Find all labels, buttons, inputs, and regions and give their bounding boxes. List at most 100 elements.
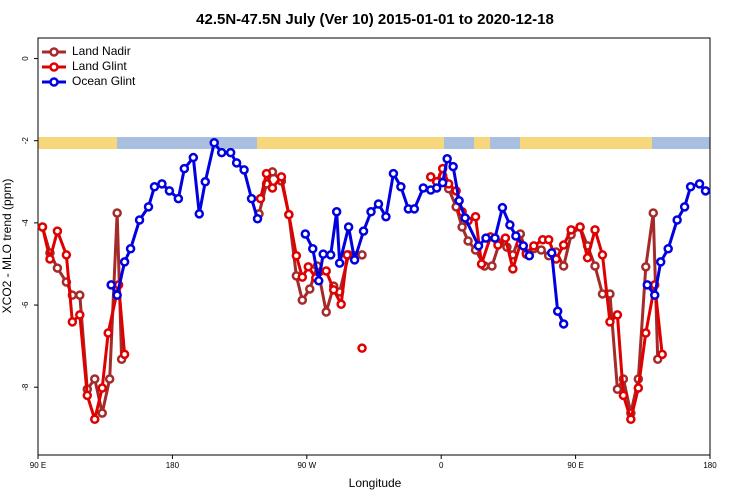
point — [552, 306, 563, 316]
point — [261, 168, 272, 179]
point — [52, 263, 63, 273]
point — [119, 349, 130, 360]
point — [536, 245, 547, 255]
point — [164, 186, 175, 196]
point — [418, 183, 429, 193]
point — [497, 202, 508, 213]
point — [437, 177, 448, 188]
point — [75, 310, 85, 320]
point — [255, 193, 266, 204]
point — [89, 374, 100, 384]
x-tick-label: 180 — [166, 461, 180, 470]
point — [357, 343, 367, 353]
point — [463, 236, 473, 246]
point — [626, 414, 636, 425]
point — [349, 255, 360, 265]
point — [75, 290, 85, 300]
point — [566, 225, 576, 235]
point — [216, 147, 227, 158]
point — [134, 215, 145, 225]
chart-title: 42.5N-47.5N July (Ver 10) 2015-01-01 to … — [196, 11, 554, 28]
point — [618, 390, 629, 401]
point — [52, 226, 63, 236]
point — [590, 225, 600, 235]
point — [558, 261, 569, 271]
point — [149, 181, 160, 192]
point — [246, 193, 257, 204]
point — [143, 202, 154, 212]
point — [511, 231, 521, 241]
point — [225, 147, 236, 158]
point — [476, 259, 487, 269]
point — [104, 374, 115, 384]
point — [179, 163, 190, 174]
point — [200, 177, 211, 187]
y-tick-label: -8 — [21, 383, 30, 391]
point — [612, 310, 623, 320]
point — [194, 209, 205, 219]
y-tick-label: -4 — [21, 219, 30, 227]
point — [558, 319, 569, 329]
point — [558, 240, 569, 250]
point — [612, 384, 623, 395]
point — [89, 414, 100, 425]
point — [188, 152, 199, 163]
point — [597, 289, 608, 299]
point — [366, 207, 376, 217]
point — [313, 276, 324, 286]
point — [103, 328, 113, 338]
point — [490, 233, 500, 243]
point — [597, 250, 608, 260]
point — [641, 262, 651, 272]
point — [321, 266, 331, 276]
point — [119, 257, 130, 267]
point — [239, 165, 249, 175]
x-tick-label: 90 E — [30, 461, 46, 470]
x-tick-label: 180 — [703, 461, 717, 470]
point — [473, 241, 484, 251]
point — [546, 248, 557, 258]
legend-label: Land Nadir — [72, 44, 131, 58]
x-tick-label: 0 — [439, 461, 444, 470]
point — [641, 328, 651, 338]
x-tick-label: 90 W — [297, 461, 316, 470]
point — [45, 254, 55, 264]
y-tick-label: -2 — [21, 137, 30, 145]
point — [500, 233, 511, 243]
point — [442, 154, 452, 164]
point — [663, 244, 673, 254]
point — [605, 317, 615, 327]
point — [97, 408, 107, 418]
point — [672, 215, 682, 225]
point — [284, 209, 294, 220]
point — [67, 317, 78, 327]
legend-marker — [49, 47, 59, 57]
point — [505, 220, 515, 230]
point — [231, 158, 242, 168]
point — [381, 211, 391, 222]
point — [543, 234, 554, 245]
point — [524, 250, 535, 261]
point — [336, 299, 346, 309]
point — [481, 233, 491, 243]
point — [325, 250, 336, 260]
y-axis-label: XCO2 - MLO trend (ppm) — [0, 179, 14, 314]
point — [388, 168, 399, 179]
point — [358, 226, 369, 236]
ocean-strip — [117, 137, 257, 149]
point — [331, 207, 342, 217]
point — [700, 186, 711, 196]
legend-label: Ocean Glint — [72, 74, 136, 88]
point — [454, 195, 464, 206]
point — [518, 241, 529, 251]
point — [97, 383, 107, 393]
point — [508, 264, 518, 274]
plot-frame — [37, 37, 711, 456]
point — [252, 214, 263, 224]
point — [318, 249, 328, 259]
point — [305, 284, 315, 294]
point — [431, 183, 442, 193]
point — [173, 193, 184, 204]
